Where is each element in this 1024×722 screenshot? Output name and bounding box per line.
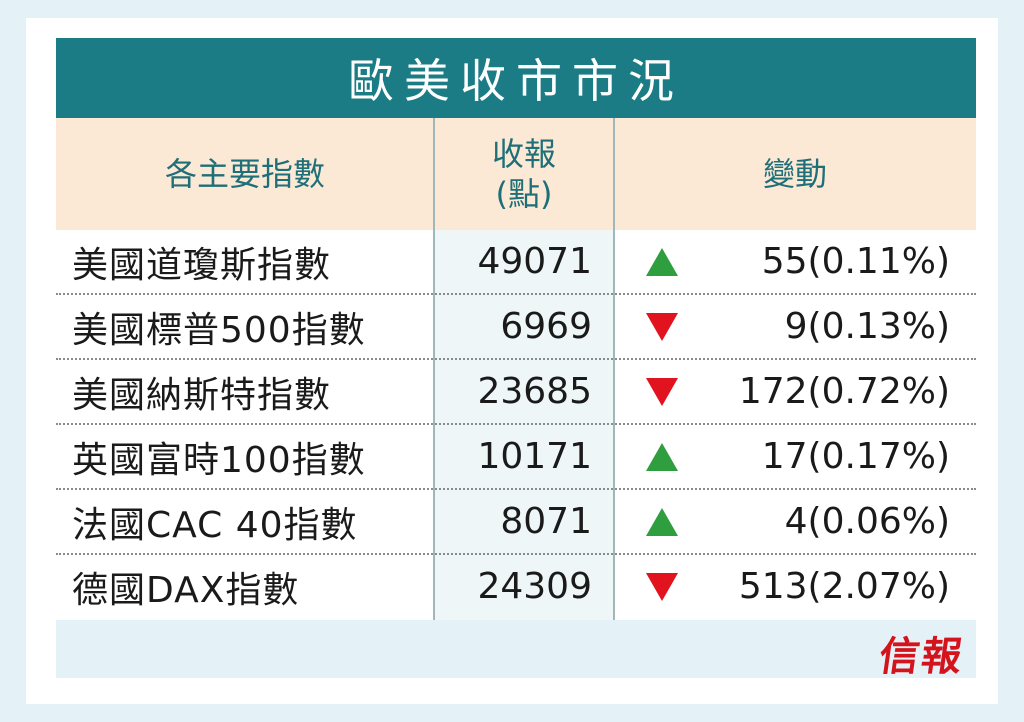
header-change-label: 變動: [762, 155, 827, 193]
close-value: 49071: [477, 241, 592, 282]
table-body: 美國道瓊斯指數 49071 55(0.11%) 美國標普500指數 6969 9…: [56, 230, 976, 620]
table-row: 法國CAC 40指數 8071 4(0.06%): [56, 490, 976, 555]
header-change: 變動: [614, 118, 976, 230]
index-name: 法國CAC 40指數: [72, 504, 358, 546]
column-close-bg: [434, 230, 614, 620]
close-value: 24309: [477, 566, 592, 607]
publisher-logo: 信報: [876, 633, 967, 680]
table-row: 美國道瓊斯指數 49071 55(0.11%): [56, 230, 976, 295]
down-arrow-icon: [642, 295, 682, 358]
column-change-bg: [614, 230, 976, 620]
table-header: 各主要指數 收報 (點) 變動: [56, 118, 976, 230]
index-name: 美國道瓊斯指數: [72, 244, 332, 286]
down-arrow-icon: [642, 555, 682, 618]
table-row: 美國標普500指數 6969 9(0.13%): [56, 295, 976, 360]
up-arrow-icon: [642, 490, 682, 553]
table-row: 美國納斯特指數 23685 172(0.72%): [56, 360, 976, 425]
change-value: 9(0.13%): [784, 306, 950, 347]
header-index-name: 各主要指數: [56, 118, 434, 230]
table-footer: 信報: [56, 620, 976, 680]
change-value: 513(2.07%): [738, 566, 950, 607]
close-value: 23685: [477, 371, 592, 412]
change-value: 17(0.17%): [761, 436, 950, 477]
index-name: 美國標普500指數: [72, 309, 366, 351]
down-arrow-icon: [642, 360, 682, 423]
header-close: 收報 (點): [434, 118, 614, 230]
up-arrow-icon: [642, 230, 682, 293]
close-value: 8071: [500, 501, 592, 542]
change-value: 4(0.06%): [784, 501, 950, 542]
column-divider: [613, 118, 615, 620]
header-close-label: 收報: [491, 135, 556, 173]
change-value: 172(0.72%): [738, 371, 950, 412]
close-value: 10171: [477, 436, 592, 477]
table-row: 英國富時100指數 10171 17(0.17%): [56, 425, 976, 490]
table-row: 德國DAX指數 24309 513(2.07%): [56, 555, 976, 620]
up-arrow-icon: [642, 425, 682, 488]
column-divider: [433, 118, 435, 620]
index-name: 美國納斯特指數: [72, 374, 332, 416]
header-index-name-label: 各主要指數: [164, 155, 325, 193]
table-title: 歐美收市市況: [56, 38, 976, 118]
index-name: 英國富時100指數: [72, 439, 366, 481]
change-value: 55(0.11%): [761, 241, 950, 282]
column-name-bg: [56, 230, 434, 620]
header-close-unit: (點): [495, 175, 553, 213]
index-name: 德國DAX指數: [72, 569, 300, 611]
close-value: 6969: [500, 306, 592, 347]
